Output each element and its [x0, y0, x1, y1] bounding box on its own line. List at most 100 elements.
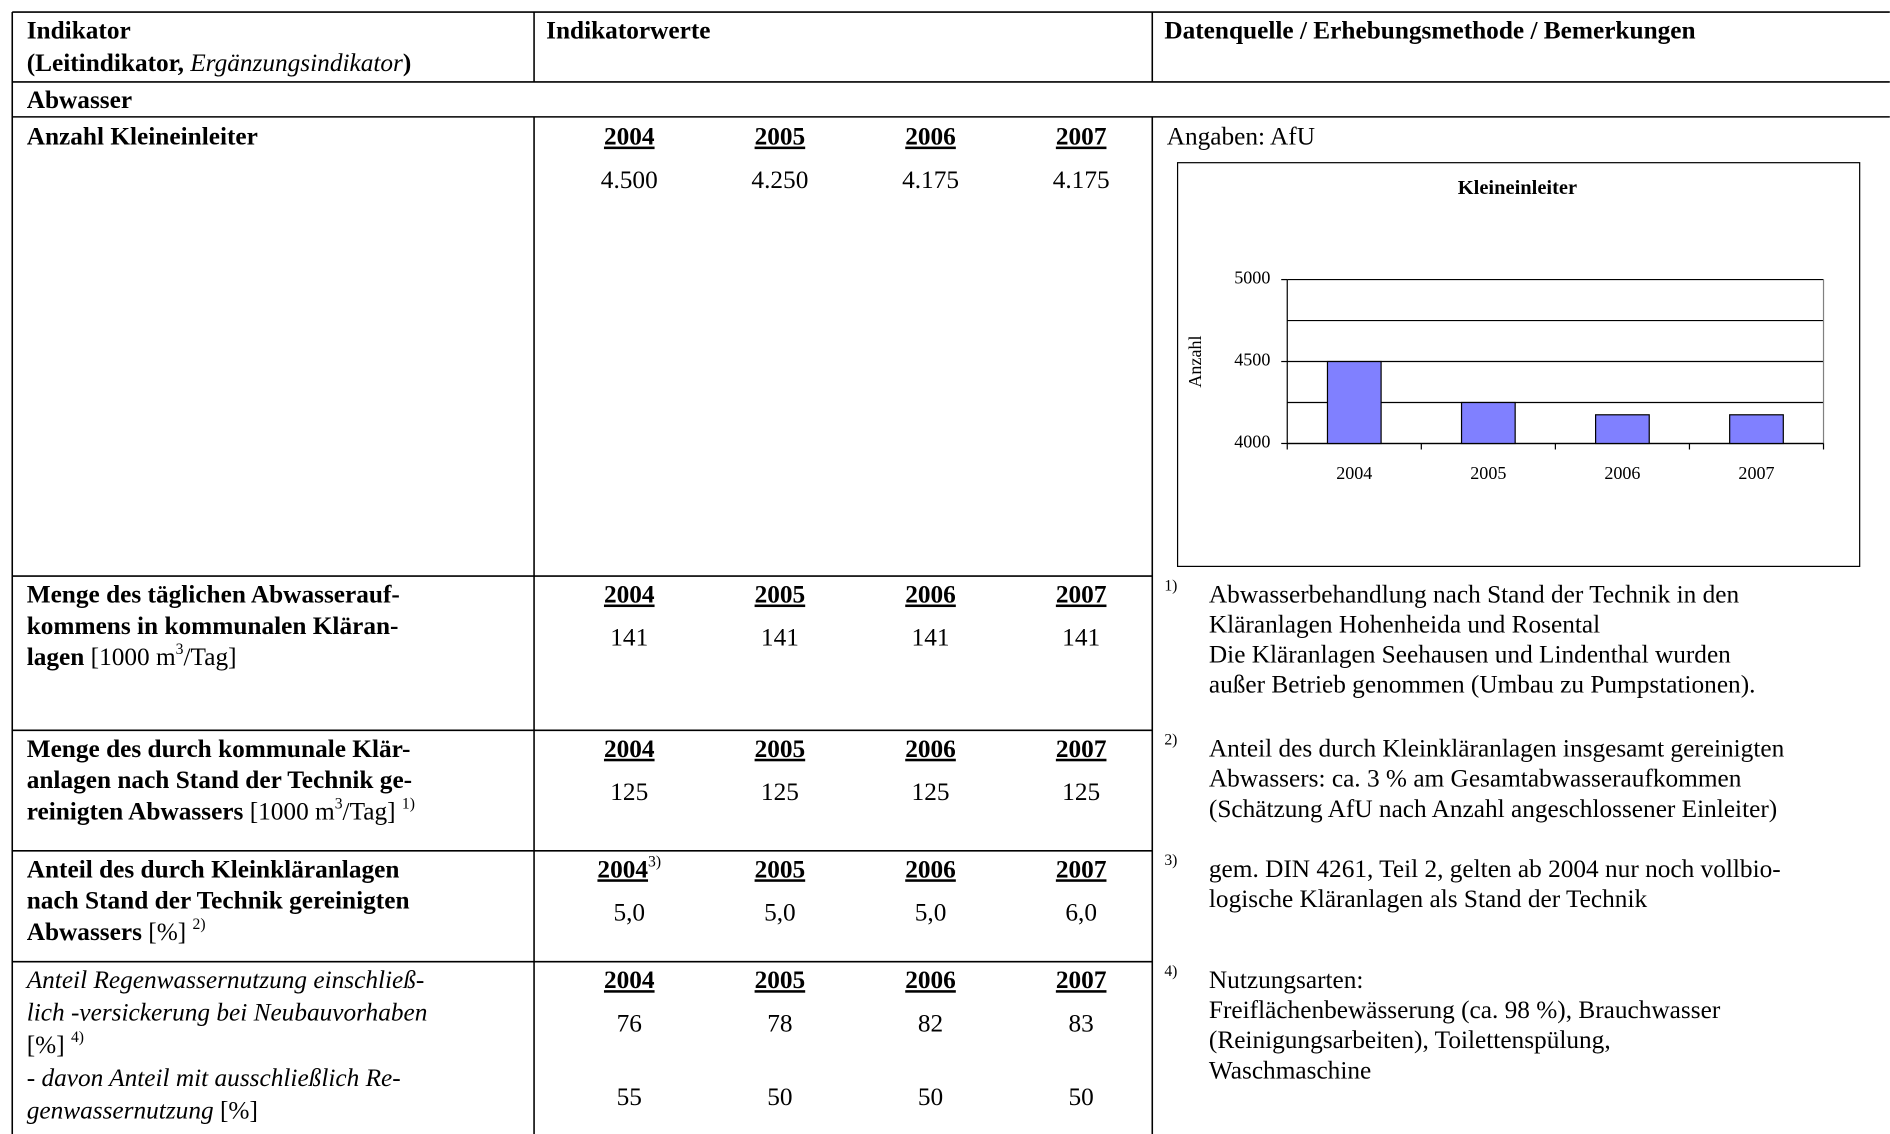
label-line: nach Stand der Technik gereinigten [27, 886, 410, 914]
x-tick-label: 2007 [1738, 463, 1774, 483]
label-segment: genwassernutzung [27, 1096, 220, 1124]
value: 4.250 [751, 166, 808, 194]
header-values: Indikatorwerte [546, 16, 710, 44]
year: 2005 [755, 122, 806, 150]
label-line: Menge des täglichen Abwasserauf- [27, 580, 400, 608]
x-tick-label: 2005 [1470, 463, 1506, 483]
y-tick-label: 4000 [1234, 432, 1270, 452]
note-line: Anteil des durch Kleinkläranlagen insges… [1209, 735, 1785, 763]
label-segment: [%] [27, 1031, 71, 1059]
value: 6,0 [1065, 898, 1097, 926]
value: 4.175 [1053, 166, 1110, 194]
label-line: Indikator [27, 16, 131, 44]
year: 2007 [1056, 122, 1107, 150]
label-segment: ) [403, 49, 411, 77]
label-segment: 3 [176, 641, 184, 658]
x-tick-label: 2006 [1604, 463, 1640, 483]
label-line: anlagen nach Stand der Technik ge- [27, 766, 412, 794]
year: 2006 [905, 580, 956, 608]
label-line: Menge des durch kommunale Klär- [27, 735, 411, 763]
value: 82 [918, 1009, 943, 1037]
label-segment: lagen [27, 643, 85, 671]
year: 2006 [905, 855, 956, 883]
year-label: 2005 [755, 122, 806, 150]
label-segment: Anzahl Kleineinleiter [27, 122, 258, 150]
label-segment: Menge des täglichen Abwasserauf- [27, 580, 400, 608]
note-line: gem. DIN 4261, Teil 2, gelten ab 2004 nu… [1209, 855, 1781, 883]
label-segment: [1000 m [243, 797, 335, 825]
y-tick-label: 4500 [1234, 350, 1270, 370]
note-line: Abwassers: ca. 3 % am Gesamtabwasseraufk… [1209, 765, 1742, 793]
value: 83 [1069, 1009, 1094, 1037]
label-line: lagen [1000 m3/Tag] [27, 641, 237, 671]
label-segment: 1) [402, 796, 415, 813]
bar [1326, 360, 1382, 445]
year-label: 2006 [905, 966, 956, 994]
year-label: 2004 [604, 580, 655, 608]
value: 125 [610, 778, 648, 806]
label-segment: 3 [335, 796, 343, 813]
label-line: Anteil Regenwassernutzung einschließ- [25, 966, 425, 994]
chart-frame [1176, 162, 1861, 567]
value: 4.175 [902, 166, 959, 194]
label-line: Anteil des durch Kleinkläranlagen [27, 855, 400, 883]
value: 141 [610, 624, 648, 652]
label-line: Abwassers [%] 2) [27, 916, 206, 946]
year: 2006 [905, 122, 956, 150]
label-segment: Abwassers [27, 918, 142, 946]
note-line: außer Betrieb genommen (Umbau zu Pumpsta… [1209, 671, 1756, 699]
value: 5,0 [915, 898, 947, 926]
label-segment: 4) [71, 1029, 84, 1046]
sub-value: 50 [1069, 1083, 1094, 1111]
year-label: 2006 [905, 735, 956, 763]
year-label: 2006 [905, 855, 956, 883]
year-label: 2006 [905, 122, 956, 150]
value: 78 [767, 1009, 792, 1037]
label-segment: /Tag] [343, 797, 402, 825]
year-label: 2005 [755, 966, 806, 994]
year-label: 2005 [755, 855, 806, 883]
bar [1595, 414, 1650, 445]
note-marker: 1) [1164, 577, 1177, 594]
label-segment: [1000 m [84, 643, 176, 671]
label-segment: /Tag] [184, 643, 237, 671]
chart-title: Kleineinleiter [1458, 177, 1577, 199]
label-segment: 2) [193, 916, 206, 933]
label-segment: Anteil des durch Kleinkläranlagen [27, 855, 400, 883]
year-label: 2005 [755, 580, 806, 608]
label-segment: - davon Anteil mit ausschließlich Re- [27, 1064, 401, 1092]
header-source: Datenquelle / Erhebungsmethode / Bemerku… [1164, 16, 1695, 44]
year-label: 2007 [1056, 580, 1107, 608]
value: 5,0 [613, 898, 645, 926]
year: 2004 [604, 122, 655, 150]
year-label: 2004 [604, 122, 655, 150]
bar [1729, 414, 1784, 445]
y-axis-label: Anzahl [1185, 335, 1205, 387]
note-line: Nutzungsarten: [1209, 966, 1364, 994]
label-segment: Ergänzungsindikator [189, 49, 403, 77]
year-label: 2004 [604, 966, 655, 994]
year-label: 2007 [1056, 735, 1107, 763]
label-line: reinigten Abwassers [1000 m3/Tag] 1) [27, 796, 415, 826]
note-line: logische Kläranlagen als Stand der Techn… [1209, 885, 1648, 913]
section-title: Abwasser [27, 86, 132, 114]
sub-value: 50 [767, 1083, 792, 1111]
x-tick-label: 2004 [1336, 463, 1372, 483]
value: 125 [912, 778, 950, 806]
label-line: kommens in kommunalen Kläran- [27, 612, 399, 640]
label-segment: lich -versickerung bei Neubauvorhaben [27, 999, 428, 1027]
year-label: 2007 [1056, 122, 1107, 150]
note-line: Abwasserbehandlung nach Stand der Techni… [1209, 580, 1740, 608]
label-line: lich -versickerung bei Neubauvorhaben [27, 999, 428, 1027]
table-borders [11, 11, 1890, 1134]
year: 2006 [905, 735, 956, 763]
year-note: 3) [648, 853, 661, 870]
year-label: 2007 [1056, 855, 1107, 883]
sub-value: 55 [617, 1083, 642, 1111]
year: 2005 [755, 855, 806, 883]
value: 76 [617, 1009, 642, 1037]
year: 2004 [604, 580, 655, 608]
year: 2006 [905, 966, 956, 994]
